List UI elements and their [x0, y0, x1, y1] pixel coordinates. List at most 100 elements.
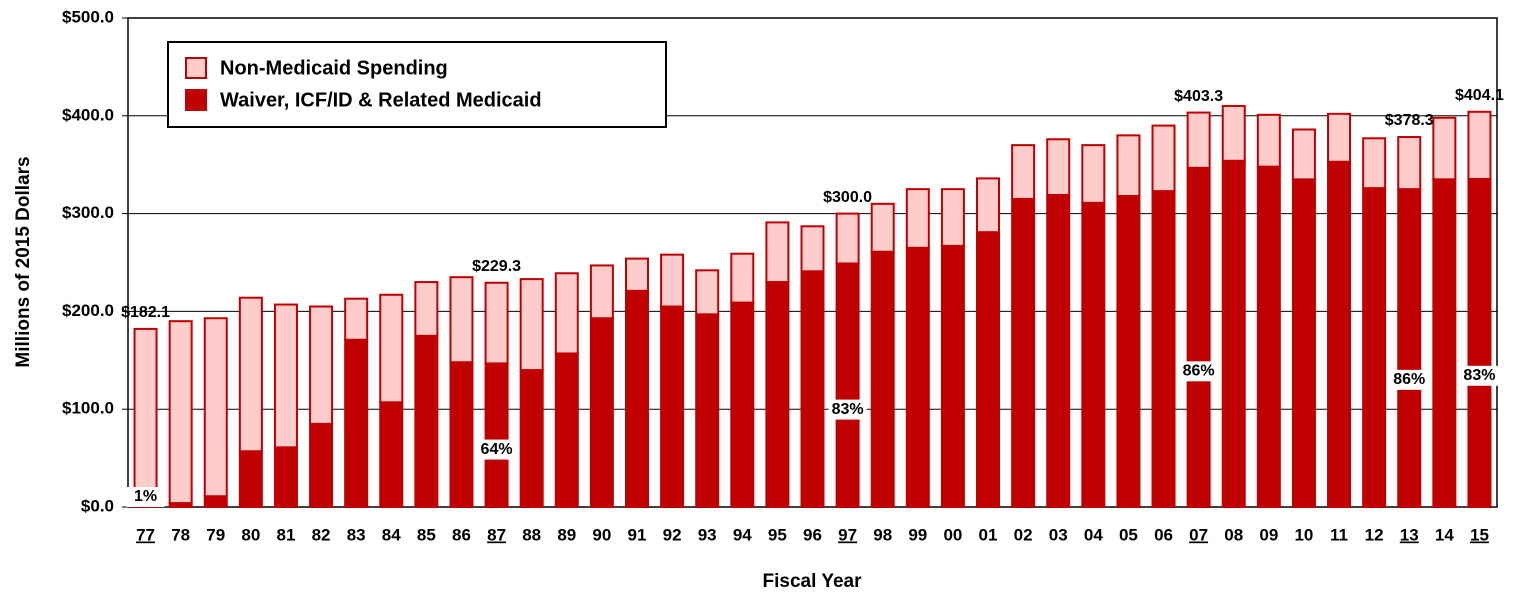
- bar-segment: [695, 269, 720, 316]
- bar-segment: [835, 262, 860, 508]
- y-tick-label: $100.0: [62, 399, 114, 418]
- bar-segment: [238, 296, 263, 453]
- x-tick-label: 78: [171, 525, 190, 544]
- bar-segment: [870, 250, 895, 508]
- bar-segment: [414, 281, 439, 337]
- x-tick-label: 97: [838, 525, 857, 544]
- bar-segment: [1221, 105, 1246, 162]
- bar-segment: [554, 352, 579, 509]
- bar-segment: [800, 225, 825, 273]
- bar-segment: [905, 246, 930, 509]
- x-tick-label: 09: [1259, 525, 1278, 544]
- x-tick-label: 00: [943, 525, 962, 544]
- bar-segment: [589, 317, 614, 508]
- x-tick-label: 08: [1224, 525, 1243, 544]
- bar-segment: [940, 244, 965, 508]
- bar-segment: [1256, 165, 1281, 508]
- bar-segment: [519, 369, 544, 508]
- bar-segment: [1327, 160, 1352, 509]
- legend-label: Waiver, ICF/ID & Related Medicaid: [220, 89, 542, 111]
- bar-segment: [1291, 178, 1316, 508]
- x-tick-label: 89: [557, 525, 576, 544]
- bar-segment: [309, 422, 334, 508]
- share-label-bg: [1390, 369, 1429, 390]
- bar-segment: [730, 252, 755, 304]
- x-tick-label: 14: [1435, 525, 1454, 544]
- x-tick-label: 05: [1119, 525, 1138, 544]
- bar-segment: [730, 301, 755, 508]
- y-tick-label: $0.0: [81, 496, 114, 515]
- bar-segment: [1221, 159, 1246, 508]
- bar-segment: [1011, 197, 1036, 508]
- share-label: 83%: [832, 401, 864, 418]
- bar-segment: [660, 253, 685, 308]
- bar-segment: [1151, 190, 1176, 509]
- bar-segment: [519, 278, 544, 372]
- bar-segment: [976, 177, 1001, 234]
- x-tick-label: 02: [1014, 525, 1033, 544]
- y-axis-title: Millions of 2015 Dollars: [13, 156, 34, 367]
- bar-segment: [203, 495, 228, 509]
- legend-swatch: [185, 89, 207, 111]
- share-label-bg: [1179, 361, 1218, 382]
- x-tick-label: 77: [136, 525, 155, 544]
- bar-segment: [1151, 124, 1176, 193]
- x-tick-label: 04: [1084, 525, 1103, 544]
- x-tick-label: 93: [698, 525, 717, 544]
- total-label: $403.3: [1174, 88, 1223, 105]
- legend-swatch: [185, 57, 207, 79]
- x-tick-label: 90: [592, 525, 611, 544]
- bar-segment: [344, 338, 369, 508]
- bar-segment: [695, 313, 720, 509]
- x-tick-label: 85: [417, 525, 436, 544]
- bar-segment: [1186, 111, 1211, 169]
- x-tick-label: 86: [452, 525, 471, 544]
- x-tick-label: 99: [908, 525, 927, 544]
- x-tick-label: 81: [277, 525, 296, 544]
- total-label: $229.3: [472, 258, 521, 275]
- x-tick-label: 87: [487, 525, 506, 544]
- share-label: 64%: [481, 441, 513, 458]
- bar-segment: [379, 293, 404, 404]
- x-tick-label: 12: [1365, 525, 1384, 544]
- bar-segment: [1186, 166, 1211, 509]
- bar-segment: [414, 334, 439, 508]
- total-label: $300.0: [823, 189, 872, 206]
- x-tick-label: 07: [1189, 525, 1208, 544]
- bar-segment: [1046, 138, 1071, 197]
- bar-segment: [1327, 112, 1352, 163]
- bar-segment: [1362, 137, 1387, 190]
- bar-segment: [309, 305, 334, 425]
- bar-segment: [449, 276, 474, 364]
- bar-segment: [484, 281, 509, 365]
- bar-segment: [800, 270, 825, 508]
- y-tick-label: $300.0: [62, 203, 114, 222]
- share-label: 86%: [1183, 363, 1215, 380]
- bar-segment: [1432, 116, 1457, 181]
- bar-segment: [238, 450, 263, 508]
- x-tick-label: 10: [1294, 525, 1313, 544]
- y-tick-label: $500.0: [62, 7, 114, 26]
- bar-segment: [1011, 144, 1036, 200]
- bar-segment: [660, 305, 685, 509]
- bar-segment: [344, 297, 369, 341]
- x-tick-label: 06: [1154, 525, 1173, 544]
- bar-segment: [624, 289, 649, 508]
- bar-segment: [1397, 188, 1422, 508]
- x-tick-label: 94: [733, 525, 752, 544]
- x-axis-title: Fiscal Year: [763, 571, 863, 592]
- bar-segment: [168, 320, 193, 505]
- total-label: $378.3: [1385, 112, 1434, 129]
- bar-segment: [1116, 194, 1141, 508]
- y-tick-label: $400.0: [62, 105, 114, 124]
- total-label: $404.1: [1455, 87, 1504, 104]
- x-tick-label: 91: [628, 525, 647, 544]
- x-tick-label: 92: [663, 525, 682, 544]
- x-tick-label: 15: [1470, 525, 1489, 544]
- x-tick-label: 96: [803, 525, 822, 544]
- bar-segment: [273, 303, 298, 449]
- bar-segment: [379, 401, 404, 509]
- y-tick-label: $200.0: [62, 301, 114, 320]
- bar-segment: [765, 281, 790, 508]
